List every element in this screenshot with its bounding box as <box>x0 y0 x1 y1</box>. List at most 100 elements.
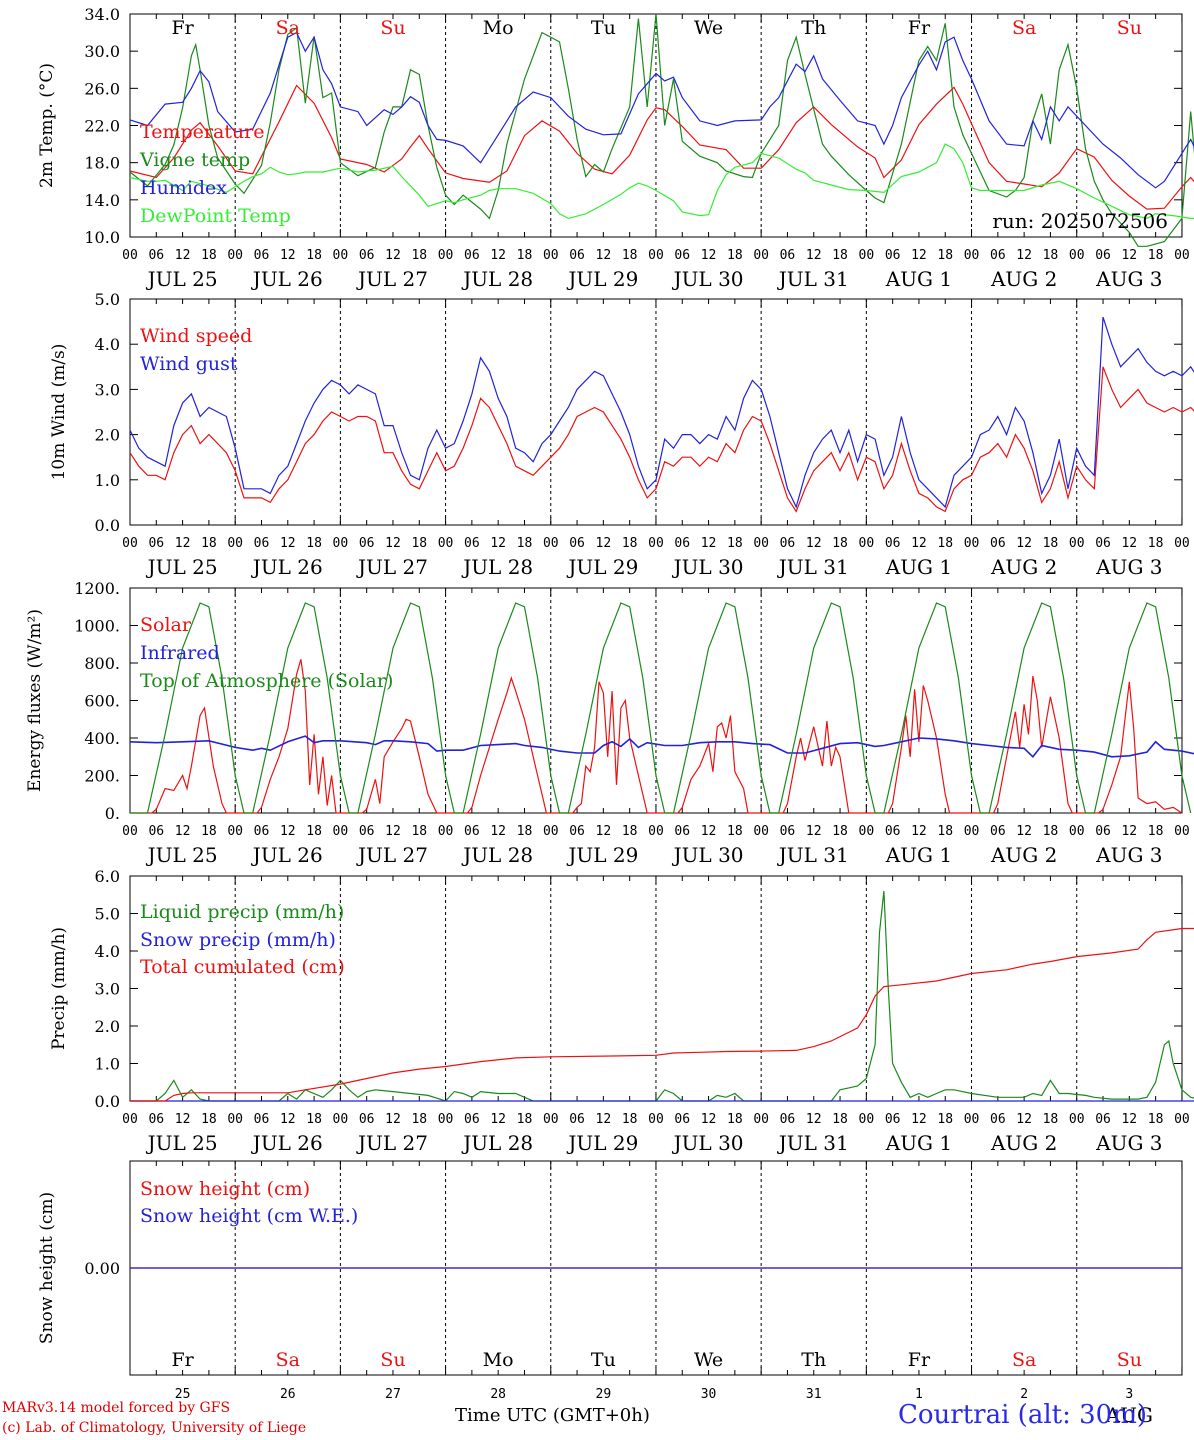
hour-tick-label: 18 <box>517 248 533 263</box>
hour-tick-label: 06 <box>885 1112 901 1127</box>
series-line-liquid-precip-mm-h- <box>130 890 1194 1102</box>
hour-tick-label: 06 <box>148 1112 164 1127</box>
legend-entry: Liquid precip (mm/h) <box>140 901 344 923</box>
panel-4 <box>129 875 1194 1102</box>
hour-tick-label: 06 <box>885 824 901 839</box>
panel-1 <box>129 13 1194 247</box>
hour-tick-label: 18 <box>832 536 848 551</box>
hour-tick-label: 00 <box>648 248 664 263</box>
date-label: AUG 2 <box>990 267 1057 291</box>
hour-tick-label: 00 <box>1069 536 1085 551</box>
date-label: AUG 3 <box>1095 1131 1162 1155</box>
hour-tick-label: 12 <box>490 536 506 551</box>
date-label: JUL 27 <box>356 843 428 867</box>
y-axis-label: Energy fluxes (W/m²) <box>25 609 45 792</box>
hour-tick-label: 18 <box>306 248 322 263</box>
hour-tick-label: 18 <box>1148 1112 1164 1127</box>
y-tick-label: 3.0 <box>95 980 120 999</box>
hour-tick-label: 06 <box>780 536 796 551</box>
hour-tick-label: 06 <box>674 824 690 839</box>
hour-tick-label: 00 <box>964 248 980 263</box>
weekday-label: Sa <box>276 17 300 39</box>
y-tick-label: 0.00 <box>84 1259 120 1278</box>
series-line-infrared <box>129 735 1194 758</box>
hour-tick-label: 12 <box>1121 824 1137 839</box>
hour-tick-label: 12 <box>1016 1112 1032 1127</box>
hour-tick-label: 00 <box>438 1112 454 1127</box>
date-label: JUL 29 <box>566 267 638 291</box>
hour-tick-label: 18 <box>411 536 427 551</box>
day-number-label: 29 <box>596 1387 612 1402</box>
hour-tick-label: 18 <box>727 536 743 551</box>
weekday-label: Fr <box>171 1349 194 1371</box>
hour-tick-label: 12 <box>701 1112 717 1127</box>
hour-tick-label: 00 <box>438 248 454 263</box>
hour-tick-label: 18 <box>832 1112 848 1127</box>
y-tick-label: 1.0 <box>95 1055 120 1074</box>
date-label: AUG 3 <box>1095 267 1162 291</box>
weekday-label: Mo <box>483 1349 514 1371</box>
hour-tick-label: 00 <box>859 1112 875 1127</box>
hour-tick-label: 00 <box>1174 1112 1190 1127</box>
series-line-vigne-temp <box>129 13 1194 247</box>
run-annotation: run: 2025072506 <box>992 209 1168 233</box>
hour-tick-label: 18 <box>517 1112 533 1127</box>
day-number-label: 31 <box>806 1387 822 1402</box>
hour-tick-label: 00 <box>1069 1112 1085 1127</box>
hour-tick-label: 18 <box>1043 824 1059 839</box>
y-tick-label: 4.0 <box>95 942 120 961</box>
y-tick-label: 34.0 <box>84 5 120 24</box>
date-label: AUG 2 <box>990 843 1057 867</box>
hour-tick-label: 06 <box>464 1112 480 1127</box>
hour-tick-label: 06 <box>359 248 375 263</box>
day-number-label: 25 <box>175 1387 191 1402</box>
hour-tick-label: 18 <box>201 824 217 839</box>
y-tick-label: 1200. <box>74 579 120 598</box>
hour-tick-label: 06 <box>674 248 690 263</box>
hour-tick-label: 12 <box>596 1112 612 1127</box>
weekday-label: Th <box>801 1349 826 1371</box>
date-label: AUG 1 <box>885 843 952 867</box>
day-number-label: 26 <box>280 1387 296 1402</box>
y-tick-label: 600. <box>84 692 120 711</box>
day-number-label: 1 <box>915 1387 923 1402</box>
hour-tick-label: 06 <box>674 536 690 551</box>
hour-tick-label: 12 <box>806 536 822 551</box>
date-label: JUL 31 <box>777 555 849 579</box>
hour-tick-label: 12 <box>490 1112 506 1127</box>
hour-tick-label: 12 <box>911 1112 927 1127</box>
date-label: JUL 30 <box>672 267 744 291</box>
hour-tick-label: 12 <box>280 824 296 839</box>
date-label: JUL 26 <box>251 843 323 867</box>
hour-tick-label: 06 <box>359 824 375 839</box>
hour-tick-label: 12 <box>911 824 927 839</box>
y-tick-label: 1000. <box>74 617 120 636</box>
hour-tick-label: 00 <box>1174 824 1190 839</box>
legend-entry: Humidex <box>140 177 227 199</box>
y-axis-label: 2m Temp. (°C) <box>37 63 57 188</box>
y-tick-label: 10.0 <box>84 228 120 247</box>
legend-entry: Top of Atmosphere (Solar) <box>140 670 393 692</box>
y-tick-label: 1.0 <box>95 471 120 490</box>
hour-tick-label: 06 <box>780 248 796 263</box>
hour-tick-label: 12 <box>490 248 506 263</box>
y-tick-label: 30.0 <box>84 42 120 61</box>
legend-entry: Wind gust <box>140 353 238 375</box>
hour-tick-label: 00 <box>1174 248 1190 263</box>
hour-tick-label: 06 <box>359 1112 375 1127</box>
hour-tick-label: 06 <box>1095 1112 1111 1127</box>
hour-tick-label: 12 <box>385 248 401 263</box>
hour-tick-label: 18 <box>622 536 638 551</box>
hour-tick-label: 12 <box>701 536 717 551</box>
y-tick-label: 22.0 <box>84 117 120 136</box>
y-axis-label: Precip (mm/h) <box>49 927 69 1050</box>
y-tick-label: 200. <box>84 767 120 786</box>
y-tick-label: 4.0 <box>95 335 120 354</box>
hour-tick-label: 12 <box>280 536 296 551</box>
hour-tick-label: 06 <box>990 824 1006 839</box>
hour-tick-label: 00 <box>438 824 454 839</box>
weekday-label: Sa <box>276 1349 300 1371</box>
date-label: AUG 1 <box>885 1131 952 1155</box>
legend-entry: Snow precip (mm/h) <box>140 929 336 951</box>
date-label: JUL 28 <box>461 843 533 867</box>
